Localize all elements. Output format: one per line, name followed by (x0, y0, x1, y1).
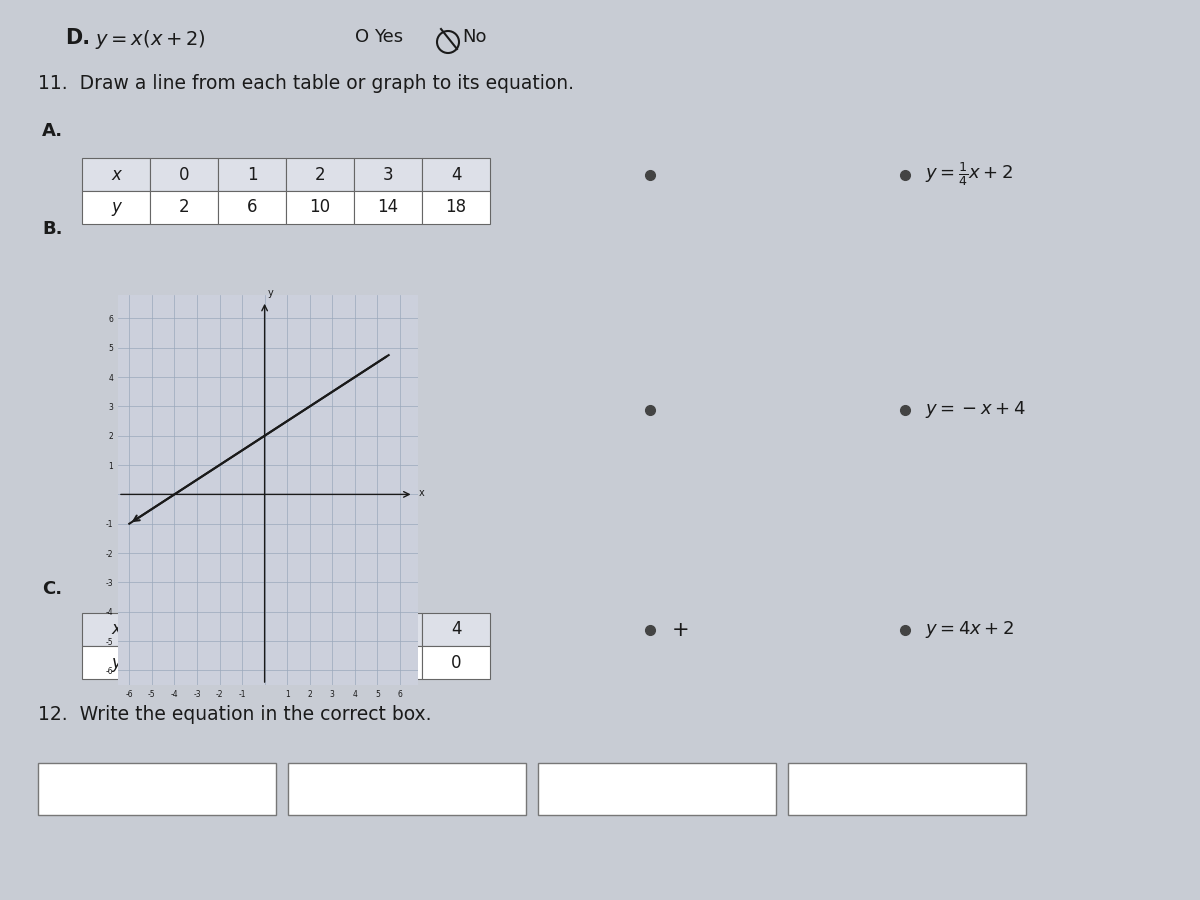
Text: 6: 6 (247, 199, 257, 217)
Text: 12.  Write the equation in the correct box.: 12. Write the equation in the correct bo… (38, 705, 432, 724)
Text: A.: A. (42, 122, 64, 140)
Bar (150, 613, 218, 646)
Bar (354, 646, 422, 679)
Bar (286, 158, 354, 191)
Bar (422, 613, 490, 646)
Bar (286, 613, 354, 646)
Text: 0: 0 (179, 166, 190, 184)
Bar (82, 613, 150, 646)
Text: 4: 4 (451, 620, 461, 638)
Text: 3: 3 (383, 166, 394, 184)
Text: y: y (112, 199, 121, 217)
Text: x: x (419, 488, 425, 498)
Text: 2: 2 (314, 166, 325, 184)
Bar (218, 646, 286, 679)
Bar (150, 191, 218, 224)
Text: 4: 4 (179, 653, 190, 671)
Text: 0: 0 (179, 620, 190, 638)
Text: 2: 2 (314, 653, 325, 671)
Bar (82, 158, 150, 191)
Bar (354, 613, 422, 646)
Bar (82, 191, 150, 224)
Text: +: + (672, 619, 690, 640)
Text: Yes: Yes (374, 28, 403, 46)
Text: y: y (268, 289, 274, 299)
Bar (422, 646, 490, 679)
Bar (150, 646, 218, 679)
Bar (354, 158, 422, 191)
Text: 18: 18 (445, 199, 467, 217)
Text: D.: D. (65, 28, 90, 48)
Bar (218, 191, 286, 224)
Text: $y = \frac{1}{4}x + 2$: $y = \frac{1}{4}x + 2$ (925, 160, 1013, 188)
Bar (82, 646, 150, 679)
Text: $y = 4x + 2$: $y = 4x + 2$ (925, 619, 1014, 640)
Text: 3: 3 (383, 620, 394, 638)
Bar (218, 158, 286, 191)
Text: 3: 3 (247, 653, 257, 671)
Bar (788, 763, 1026, 815)
Text: C.: C. (42, 580, 62, 598)
Text: 4: 4 (451, 166, 461, 184)
Text: 1: 1 (247, 166, 257, 184)
Text: No: No (462, 28, 486, 46)
Text: B.: B. (42, 220, 62, 238)
Text: x: x (112, 166, 121, 184)
Bar (422, 158, 490, 191)
Text: y: y (112, 653, 121, 671)
Text: x: x (112, 620, 121, 638)
Text: $y = x(x + 2)$: $y = x(x + 2)$ (95, 28, 206, 51)
Bar (354, 191, 422, 224)
Bar (38, 763, 276, 815)
Bar (218, 613, 286, 646)
Text: $y = -x + 4$: $y = -x + 4$ (925, 400, 1026, 420)
Bar (150, 158, 218, 191)
Text: 1: 1 (247, 620, 257, 638)
Text: 0: 0 (451, 653, 461, 671)
Bar (288, 763, 526, 815)
Text: 11.  Draw a line from each table or graph to its equation.: 11. Draw a line from each table or graph… (38, 74, 574, 93)
Text: 10: 10 (310, 199, 330, 217)
Bar (538, 763, 776, 815)
Text: O: O (355, 28, 370, 46)
Bar (286, 646, 354, 679)
Text: 1: 1 (383, 653, 394, 671)
Bar (286, 191, 354, 224)
Text: 2: 2 (314, 620, 325, 638)
Bar (422, 191, 490, 224)
Text: 14: 14 (378, 199, 398, 217)
Text: 2: 2 (179, 199, 190, 217)
